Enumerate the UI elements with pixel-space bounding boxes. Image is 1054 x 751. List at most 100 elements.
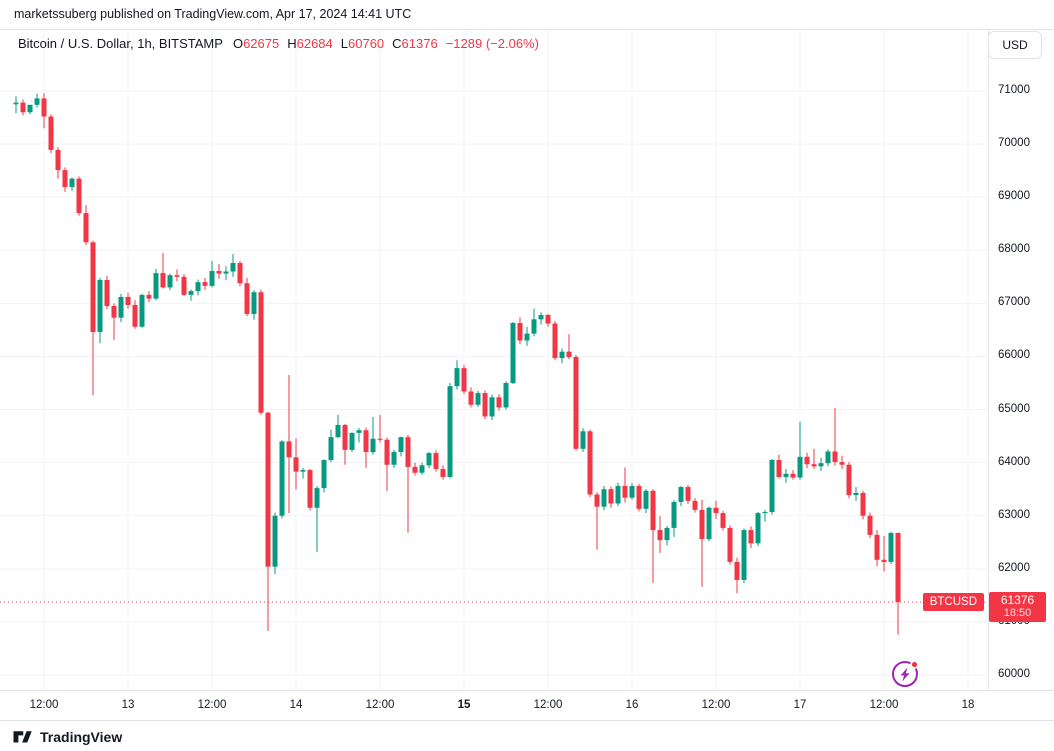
candle-body	[461, 368, 467, 392]
price-tick-label: 60000	[998, 668, 1030, 680]
candle-body	[832, 451, 838, 463]
candle-body	[447, 386, 453, 477]
price-chart-canvas[interactable]	[0, 0, 988, 751]
candle-body	[349, 432, 355, 450]
candle-body	[440, 469, 446, 477]
candle-body	[818, 463, 824, 467]
candle-body	[825, 451, 831, 464]
close-label: C	[392, 36, 402, 51]
attribution-text: marketssuberg published on TradingView.c…	[14, 7, 412, 21]
candle-body	[293, 457, 299, 472]
candle-wick	[652, 489, 654, 584]
candle-body	[391, 452, 397, 465]
candle-body	[118, 296, 124, 318]
candle-body	[685, 487, 691, 501]
candle-body	[69, 178, 75, 188]
high-value: 62684	[296, 36, 333, 51]
candle-body	[895, 532, 901, 602]
change-value: −1289 (−2.06%)	[445, 36, 539, 51]
candle-body	[13, 102, 19, 105]
lightning-icon	[892, 660, 919, 687]
candle-body	[300, 470, 306, 472]
price-tick-label: 63000	[998, 508, 1030, 521]
gridlines	[0, 30, 988, 690]
candle-body	[328, 437, 334, 460]
candle-body	[524, 333, 530, 341]
candle-body	[153, 273, 159, 299]
last-price-badge: 61376 18:50	[989, 592, 1046, 622]
candle-body	[412, 466, 418, 473]
candle-body	[657, 530, 663, 541]
candle-body	[174, 275, 180, 277]
candle-body	[489, 397, 495, 417]
price-tick-label: 68000	[998, 243, 1030, 256]
candle-body	[776, 459, 782, 477]
candle-body	[629, 485, 635, 498]
candle-body	[237, 263, 243, 284]
candle-body	[223, 271, 229, 274]
candle-body	[55, 149, 61, 171]
tradingview-brand-text: TradingView	[40, 728, 123, 745]
candle-body	[335, 424, 341, 438]
candle-body	[314, 488, 320, 508]
candle-body	[601, 489, 607, 507]
candle-body	[146, 294, 152, 299]
candle-wick	[190, 289, 192, 301]
candle-body	[804, 456, 810, 465]
candle-body	[755, 513, 761, 544]
candle-body	[636, 485, 642, 509]
lightning-events-button[interactable]	[888, 656, 922, 690]
low-value: 60760	[348, 36, 385, 51]
candle-body	[384, 439, 390, 465]
candle-body	[811, 464, 817, 467]
candle-body	[370, 438, 376, 453]
attribution-bar: marketssuberg published on TradingView.c…	[0, 0, 1054, 30]
candle-body	[244, 283, 250, 314]
candle-body	[790, 473, 796, 478]
candle-body	[552, 323, 558, 359]
candlestick-series	[13, 93, 901, 635]
price-tick-label: 64000	[998, 455, 1030, 468]
candle-body	[839, 462, 845, 465]
candle-body	[881, 559, 887, 562]
candle-body	[419, 465, 425, 473]
candle-body	[433, 453, 439, 470]
candle-body	[783, 473, 789, 477]
candle-body	[97, 280, 103, 333]
symbol-title: Bitcoin / U.S. Dollar, 1h, BITSTAMP	[18, 36, 223, 51]
candle-body	[377, 438, 383, 440]
candle-body	[706, 507, 712, 540]
candle-body	[559, 351, 565, 359]
candle-wick	[358, 428, 360, 443]
candle-body	[622, 485, 628, 498]
candle-body	[888, 532, 894, 562]
time-axis[interactable]: 12:00 13 12:00 14 12:00 15 12:00 16 12:00 17 12:00…	[0, 690, 1054, 720]
candle-body	[846, 464, 852, 496]
candle-body	[762, 512, 768, 514]
candle-wick	[596, 492, 598, 550]
price-line-symbol-badge: BTCUSD	[922, 593, 984, 611]
candle-body	[62, 170, 68, 188]
candle-body	[181, 276, 187, 295]
open-label: O	[232, 36, 244, 51]
candle-body	[860, 492, 866, 516]
candle-body	[188, 291, 194, 295]
candle-wick	[113, 303, 115, 340]
candle-body	[573, 356, 579, 449]
candle-body	[594, 494, 600, 507]
candle-body	[867, 515, 873, 535]
high-label: H	[287, 36, 297, 51]
time-tick-label: 12:00	[29, 699, 59, 711]
currency-toggle-button[interactable]: USD	[988, 31, 1042, 59]
time-tick-label: 16	[625, 699, 639, 711]
open-value: 62675	[243, 36, 280, 51]
tradingview-logo-icon	[13, 731, 32, 743]
candle-body	[664, 527, 670, 541]
candle-body	[272, 515, 278, 567]
tradingview-logo-link[interactable]: TradingView	[12, 726, 122, 747]
price-tick-label: 71000	[998, 84, 1030, 96]
candle-body	[734, 561, 740, 580]
candle-wick	[883, 535, 885, 572]
candle-body	[678, 487, 684, 502]
bar-close-countdown: 18:50	[1003, 607, 1032, 619]
